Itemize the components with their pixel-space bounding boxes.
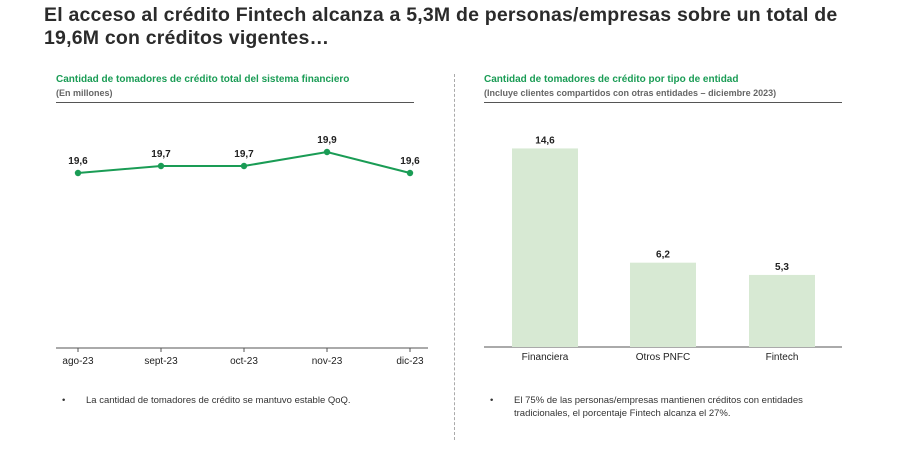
x-tick-label: oct-23 (230, 356, 258, 367)
data-label: 14,6 (535, 135, 555, 146)
data-point (157, 162, 165, 170)
bullet-symbol: • (490, 395, 494, 406)
data-label: 19,7 (151, 149, 171, 160)
left-chart-title: Cantidad de tomadores de crédito total d… (56, 74, 350, 85)
data-point (240, 162, 248, 170)
data-label: 19,6 (68, 156, 88, 167)
data-label: 19,6 (400, 156, 420, 167)
x-tick-label: Financiera (522, 352, 569, 363)
left-title-rule (56, 102, 414, 103)
right-chart-title: Cantidad de tomadores de crédito por tip… (484, 74, 739, 85)
right-note: • El 75% de las personas/empresas mantie… (490, 394, 870, 422)
data-label: 19,9 (317, 135, 337, 146)
data-point (323, 148, 331, 156)
data-label: 6,2 (656, 250, 670, 261)
bar (512, 148, 578, 347)
data-point (406, 169, 414, 177)
x-tick-label: dic-23 (396, 356, 424, 367)
left-note: • La cantidad de tomadores de crédito se… (62, 394, 442, 408)
panel-divider (454, 74, 455, 440)
bar-chart: 14,6 Financiera 6,2 Otros PNFC 5,3 Fintech (484, 135, 842, 363)
bar (630, 262, 696, 347)
data-point (74, 169, 82, 177)
left-note-text: La cantidad de tomadores de crédito se m… (86, 395, 351, 406)
x-tick-label: nov-23 (312, 356, 343, 367)
x-tick-label: Fintech (766, 352, 799, 363)
right-chart-subtitle: (Incluye clientes compartidos con otras … (484, 88, 777, 98)
right-note-text: El 75% de las personas/empresas mantiene… (514, 394, 803, 420)
right-title-rule (484, 102, 842, 103)
right-note-line-1: El 75% de las personas/empresas mantiene… (514, 395, 803, 406)
x-tick-label: Otros PNFC (636, 352, 690, 363)
headline: El acceso al crédito Fintech alcanza a 5… (44, 4, 838, 49)
right-note-line-2: tradicionales, el porcentaje Fintech alc… (514, 408, 731, 419)
line-chart: 19,6 ago-23 19,7 sept-23 19,7 oct-23 19,9 nov-2… (56, 135, 428, 367)
data-label: 5,3 (775, 262, 789, 273)
left-chart-subtitle: (En millones) (56, 88, 113, 98)
x-tick-label: sept-23 (144, 356, 178, 367)
x-tick-label: ago-23 (62, 356, 94, 367)
bullet-symbol: • (62, 395, 66, 406)
data-label: 19,7 (234, 149, 254, 160)
bar (749, 274, 815, 347)
